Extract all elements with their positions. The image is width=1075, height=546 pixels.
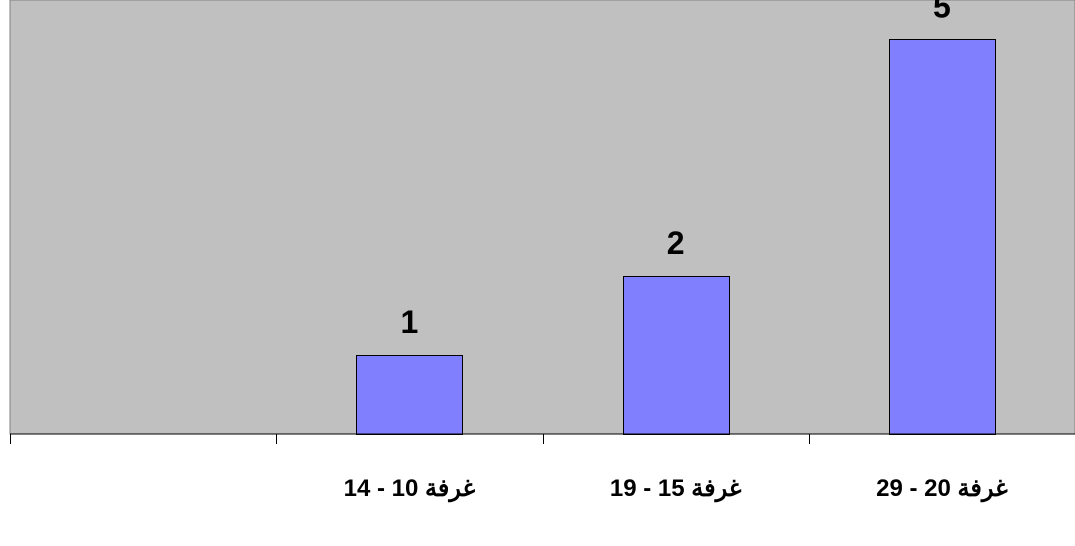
category-label-group: غرفة 10 - 14 غرفة 15 - 19 غرفة 20 - 29 (344, 475, 1008, 503)
bar (889, 39, 996, 435)
category-label: غرفة 15 - 19 (610, 475, 742, 503)
data-label-group: 1 2 5 (400, 0, 950, 340)
data-label: 5 (933, 0, 951, 24)
data-label: 1 (400, 304, 418, 340)
bar (356, 355, 463, 435)
category-label: غرفة 20 - 29 (876, 475, 1008, 503)
data-label: 2 (667, 225, 685, 261)
bar-group (356, 39, 996, 435)
x-axis-ticks (10, 434, 810, 444)
bar (623, 276, 730, 435)
category-label: غرفة 10 - 14 (344, 475, 476, 503)
